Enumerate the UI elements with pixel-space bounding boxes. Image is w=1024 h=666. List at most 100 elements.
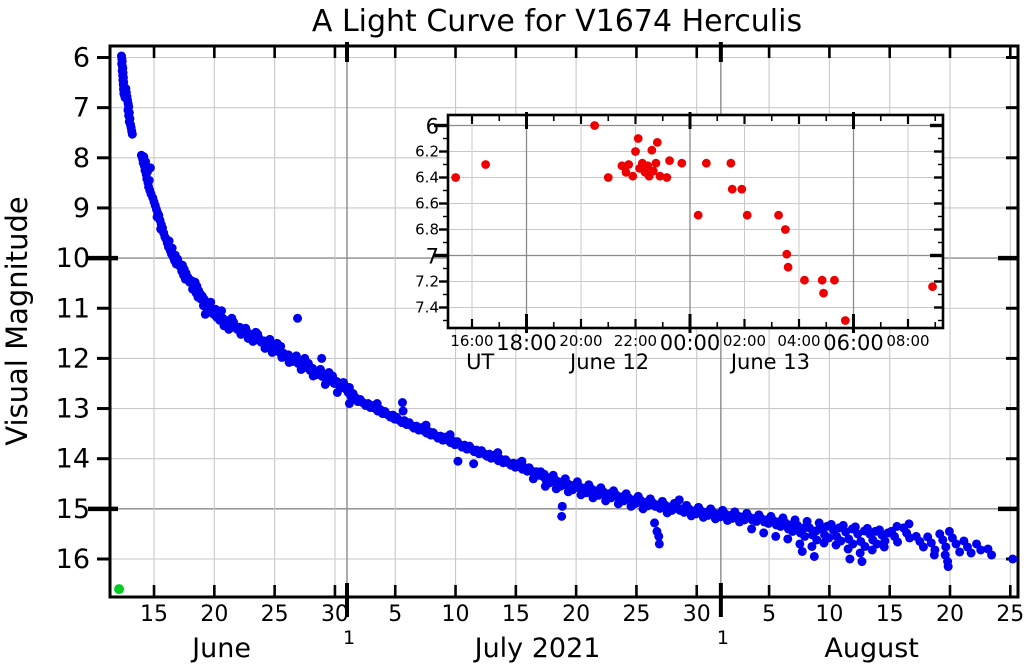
inset-x-tick-label: 00:00 xyxy=(660,331,721,355)
data-point xyxy=(771,531,781,541)
data-point xyxy=(260,343,270,353)
data-point xyxy=(236,329,246,339)
y-tick-label: 16 xyxy=(56,544,90,575)
data-point xyxy=(344,382,354,392)
data-point xyxy=(807,541,817,551)
data-point xyxy=(742,210,752,220)
data-point xyxy=(652,138,662,147)
y-tick-label: 10 xyxy=(56,243,90,274)
month-start-label: 1 xyxy=(343,627,355,649)
data-point xyxy=(855,548,865,558)
data-point xyxy=(647,145,657,155)
data-point xyxy=(272,338,282,348)
data-point xyxy=(557,511,567,521)
data-point xyxy=(860,541,870,551)
data-point xyxy=(918,542,928,552)
inset-plot: 16:00 18:00 20:00 22:00 00:00 02:00 04:00 06:00… xyxy=(415,112,945,374)
data-point xyxy=(590,121,600,130)
data-point xyxy=(144,175,154,185)
inset-background xyxy=(448,115,943,328)
data-point xyxy=(557,501,567,511)
data-point xyxy=(317,353,327,363)
data-point xyxy=(224,324,234,334)
y-tick-label: 8 xyxy=(73,143,90,174)
x-tick-label: 5 xyxy=(762,602,776,627)
inset-y-tick-label: 6.4 xyxy=(415,169,439,187)
y-tick-label: 12 xyxy=(56,343,90,374)
data-point xyxy=(788,526,798,536)
inset-x-tick-label: 20:00 xyxy=(559,332,602,350)
data-point xyxy=(726,158,736,168)
data-point xyxy=(617,161,627,171)
data-point xyxy=(296,364,306,374)
data-point xyxy=(845,554,855,564)
x-tick-label: 25 xyxy=(261,602,289,627)
inset-x-tick-label: 04:00 xyxy=(777,332,820,350)
x-tick-label: 10 xyxy=(815,602,843,627)
y-tick-label: 9 xyxy=(73,193,90,224)
data-point xyxy=(800,531,810,541)
data-point xyxy=(727,184,737,194)
data-point xyxy=(397,398,407,408)
x-tick-label: 20 xyxy=(936,602,964,627)
data-point xyxy=(332,388,342,398)
data-point xyxy=(941,542,951,552)
data-point xyxy=(938,535,948,545)
data-point xyxy=(747,524,757,534)
main-axes xyxy=(88,42,1020,617)
inset-gridlines xyxy=(448,115,943,328)
data-point xyxy=(651,158,661,168)
inset-x-tick-label: 22:00 xyxy=(614,332,657,350)
data-point xyxy=(648,166,658,176)
inset-data-points xyxy=(451,121,937,325)
x-tick-label: 30 xyxy=(321,602,349,627)
data-point xyxy=(987,550,997,560)
inset-y-tick-label: 7.4 xyxy=(415,299,439,317)
data-point xyxy=(795,539,805,549)
inset-x-tick-label: 08:00 xyxy=(886,332,929,350)
data-point xyxy=(800,275,809,285)
data-point xyxy=(665,156,674,166)
data-point xyxy=(848,539,858,549)
x-tick-label: 15 xyxy=(876,602,904,627)
data-point xyxy=(809,551,819,561)
data-point xyxy=(206,297,216,307)
x-tick-label: 10 xyxy=(442,602,470,627)
data-point xyxy=(774,210,783,220)
data-point xyxy=(797,546,807,556)
data-point xyxy=(654,531,664,541)
inset-date-label: June 13 xyxy=(729,350,810,374)
data-point xyxy=(819,288,828,298)
inset-border xyxy=(446,113,945,330)
data-point xyxy=(955,547,965,557)
data-point xyxy=(929,550,939,560)
y-tick-label: 14 xyxy=(56,444,90,475)
inset-bg xyxy=(448,115,943,328)
data-point xyxy=(643,161,653,171)
data-point xyxy=(284,357,294,367)
data-point xyxy=(783,262,793,272)
x-tick-label: 25 xyxy=(622,602,650,627)
inset-date-label: UT xyxy=(466,350,494,374)
data-point xyxy=(453,456,463,466)
data-point xyxy=(966,548,976,558)
main-data-points xyxy=(114,51,1018,595)
x-tick-label: 20 xyxy=(562,602,590,627)
y-tick-label: 7 xyxy=(73,93,90,124)
y-axis-label: Visual Magnitude xyxy=(0,196,34,445)
data-point xyxy=(229,317,239,327)
month-label: July 2021 xyxy=(473,633,601,664)
data-point xyxy=(926,538,936,548)
inset-x-tick-label: 02:00 xyxy=(723,332,766,350)
inset-y-tick-label: 6.6 xyxy=(415,195,439,213)
y-tick-label: 15 xyxy=(56,494,90,525)
inset-y-tick-label: 7.2 xyxy=(415,273,439,291)
month-label: August xyxy=(824,633,919,664)
data-point xyxy=(654,539,664,549)
data-point xyxy=(141,157,151,167)
inset-x-tick-label: 18:00 xyxy=(496,331,557,355)
data-point xyxy=(633,134,643,143)
